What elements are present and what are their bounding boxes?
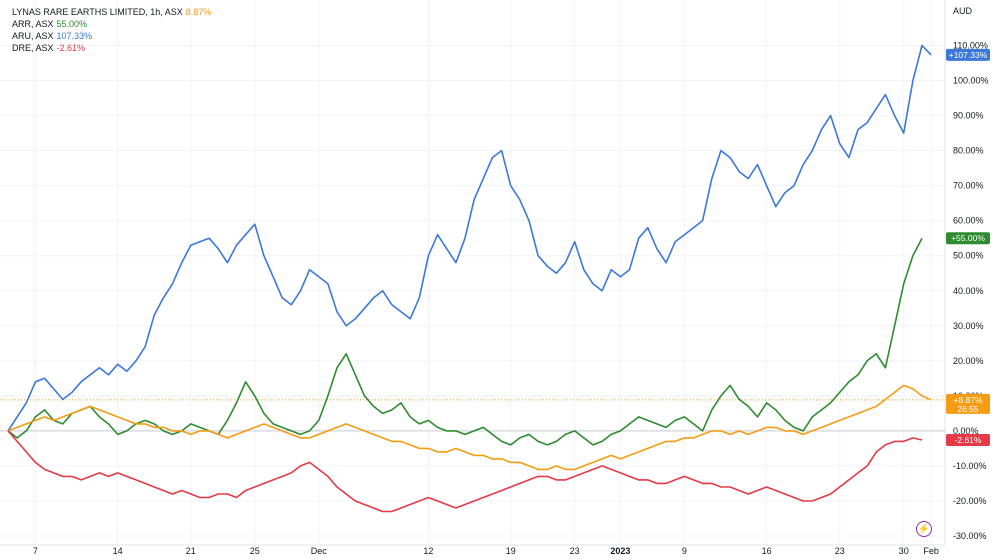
x-tick-label: 30 [899,546,909,556]
series-line-aru[interactable] [7,44,932,432]
price-label-bg [946,434,990,447]
x-tick-label: 21 [186,546,196,556]
y-tick-label: 40.00% [953,286,984,296]
y-tick-label: 80.00% [953,146,984,156]
price-label: +107.33% [949,50,988,60]
x-tick-label: 23 [835,546,845,556]
price-label-bg [946,232,990,245]
legend-item-value: 107.33% [56,31,93,41]
series-line-arr[interactable] [7,237,923,446]
x-tick-label: 23 [570,546,580,556]
y-tick-label: -30.00% [953,531,987,541]
price-label-bg [946,48,990,61]
y-tick-label: 110.00% [953,41,988,51]
countdown-label: 26:55 [957,404,979,414]
price-label: -2.61% [955,435,982,445]
legend: LYNAS RARE EARTHS LIMITED, 1h, ASX 8.87% … [12,6,211,54]
legend-item-value: 8.87% [185,7,212,17]
legend-item-name: LYNAS RARE EARTHS LIMITED, 1h, ASX [12,7,183,17]
y-tick-label: 90.00% [953,111,984,121]
legend-item-value: 55.00% [56,19,88,29]
x-tick-label: Feb [923,546,939,556]
legend-item-dre[interactable]: DRE, ASX -2.61% [12,42,211,54]
series-line-dre[interactable] [7,430,923,513]
y-tick-label: 30.00% [953,321,984,331]
x-tick-label: 2023 [610,546,630,556]
x-tick-label: 9 [682,546,687,556]
currency-label[interactable]: AUD [952,6,972,16]
y-tick-label: -10.00% [953,461,987,471]
x-tick-label: 19 [506,546,516,556]
legend-item-name: ARR, ASX [12,19,54,29]
x-tick-label: 12 [423,546,433,556]
lightning-icon[interactable]: ⚡ [916,521,932,537]
y-tick-label: 0.00% [953,426,979,436]
y-tick-label: 70.00% [953,181,984,191]
x-tick-label: 25 [250,546,260,556]
legend-item-lynas[interactable]: LYNAS RARE EARTHS LIMITED, 1h, ASX 8.87% [12,6,211,18]
x-axis[interactable]: 7 14 21 25 Dec 12 19 23 2023 9 16 23 30 Feb [33,546,939,556]
legend-item-value: -2.61% [56,43,86,53]
x-tick-label: Dec [311,546,328,556]
y-tick-label: 100.00% [953,76,989,86]
x-grid [34,0,932,545]
legend-item-name: DRE, ASX [12,43,54,53]
y-tick-label: 20.00% [953,356,984,366]
series-lines [7,44,932,513]
x-tick-label: 16 [762,546,772,556]
series-line-lynas-rare-earths-limited[interactable] [7,384,932,471]
x-tick-label: 7 [33,546,38,556]
y-axis[interactable]: -30.00%-20.00%-10.00%0.00%10.00%20.00%30… [953,41,989,541]
price-labels: +107.33% +55.00% +8.87%26:55 -2.61% [946,48,990,447]
legend-item-aru[interactable]: ARU, ASX 107.33% [12,30,211,42]
legend-item-name: ARU, ASX [12,31,54,41]
y-tick-label: -20.00% [953,496,987,506]
price-label: +8.87% [953,395,983,405]
price-label: +55.00% [951,233,985,243]
y-tick-label: 60.00% [953,216,984,226]
grid [0,45,945,537]
y-tick-label: 50.00% [953,251,984,261]
price-label-bg [946,393,990,414]
x-tick-label: 14 [113,546,123,556]
legend-item-arr[interactable]: ARR, ASX 55.00% [12,18,211,30]
